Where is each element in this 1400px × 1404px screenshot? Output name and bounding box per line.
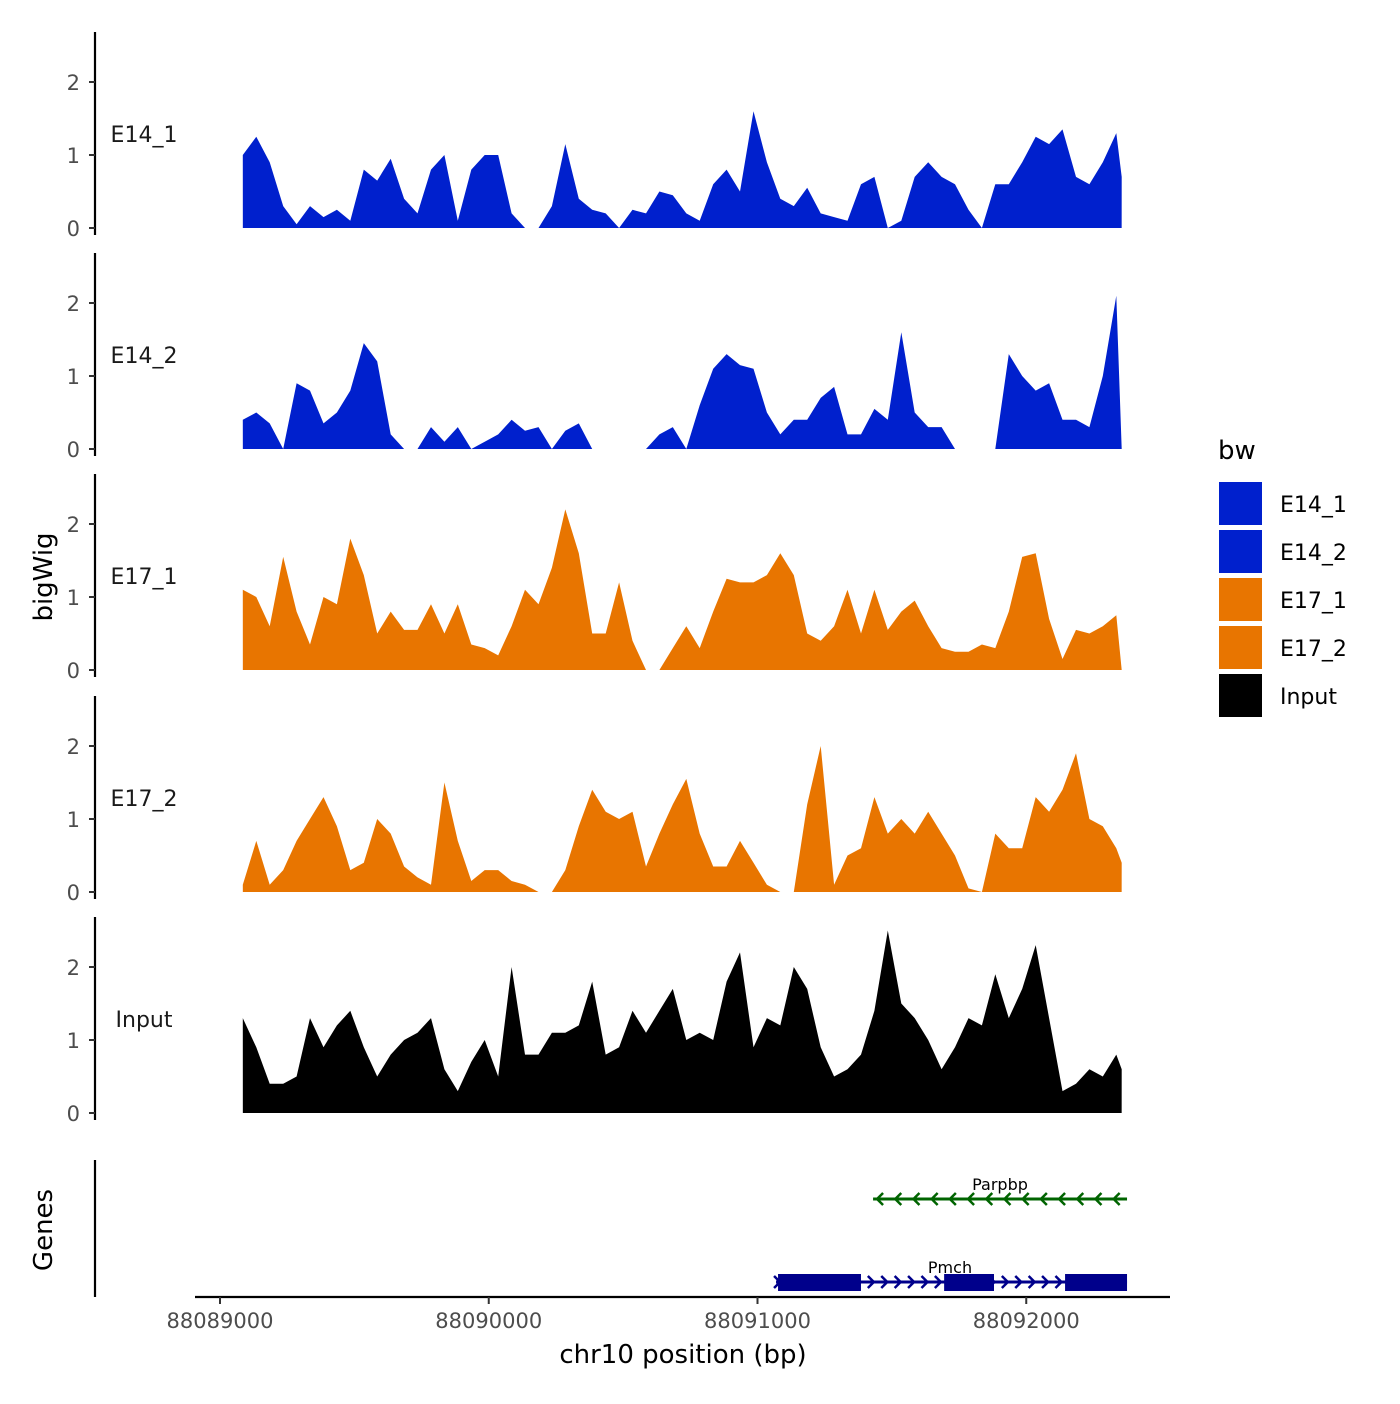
gene-pmch: Pmch	[773, 1258, 1128, 1291]
arrow-right-icon	[893, 1275, 903, 1289]
arrow-right-icon	[866, 1275, 876, 1289]
arrow-left-icon	[929, 1192, 939, 1206]
arrow-left-icon	[893, 1192, 903, 1206]
track-label: E17_1	[111, 565, 178, 590]
legend-label: E14_1	[1280, 493, 1347, 518]
track-panel-e17_2: 0 1 2 E17_2	[67, 696, 1122, 905]
y-tick-label: 0	[67, 659, 80, 683]
genes-track: Parpbp Pmch	[93, 1160, 1128, 1297]
x-tick-label: 88089000	[167, 1309, 274, 1333]
y-tick-label: 0	[67, 438, 80, 462]
legend-key-input	[1217, 672, 1264, 719]
y-axis-title: bigWig	[29, 532, 59, 621]
genes-axis-title: Genes	[29, 1189, 59, 1271]
exon-block	[1065, 1274, 1128, 1291]
arrow-right-icon	[1027, 1275, 1037, 1289]
arrow-left-icon	[1020, 1192, 1030, 1206]
signal-area-e17_1	[242, 509, 1122, 670]
arrow-right-icon	[933, 1275, 943, 1289]
track-label: E14_1	[111, 123, 178, 148]
arrow-right-icon	[880, 1275, 890, 1289]
gene-label: Parpbp	[972, 1175, 1028, 1194]
y-tick-label: 0	[67, 1102, 80, 1126]
gene-parpbp: Parpbp	[873, 1175, 1128, 1206]
arrow-right-icon	[1041, 1275, 1050, 1289]
signal-area-input	[242, 930, 1122, 1113]
y-tick-label: 1	[67, 365, 80, 389]
legend: bw E14_1 E14_2 E17_1 E17_2 Input	[1217, 436, 1347, 719]
arrow-left-icon	[1039, 1192, 1048, 1206]
y-tick-label: 1	[67, 586, 80, 610]
arrow-left-icon	[966, 1192, 975, 1206]
y-tick-label: 2	[67, 292, 80, 316]
legend-label: E17_2	[1280, 637, 1347, 662]
legend-key-e14_2	[1217, 528, 1264, 575]
x-axis-title: chr10 position (bp)	[559, 1340, 806, 1370]
track-panel-e14_2: 0 1 2 E14_2	[67, 253, 1122, 462]
track-label: E14_2	[111, 344, 178, 369]
y-tick-label: 1	[67, 808, 80, 832]
y-tick-label: 1	[67, 1029, 80, 1053]
x-tick-label: 88092000	[973, 1309, 1080, 1333]
track-label: E17_2	[111, 787, 178, 812]
arrow-right-icon	[907, 1275, 916, 1289]
arrow-left-icon	[875, 1192, 884, 1206]
legend-title: bw	[1218, 436, 1256, 466]
y-tick-label: 0	[67, 217, 80, 241]
exon-block	[944, 1274, 994, 1291]
x-tick-label: 88090000	[435, 1309, 542, 1333]
arrow-left-icon	[911, 1192, 921, 1206]
y-tick-label: 2	[67, 513, 80, 537]
signal-area-e14_1	[242, 111, 1122, 228]
arrow-right-icon	[1054, 1275, 1064, 1289]
exon-block	[778, 1274, 861, 1291]
track-panel-e14_1: 0 1 2 E14_1	[67, 32, 1122, 241]
arrow-right-icon	[1014, 1275, 1024, 1289]
legend-label: Input	[1280, 685, 1337, 710]
signal-area-e17_2	[242, 746, 1122, 892]
y-tick-label: 0	[67, 881, 80, 905]
track-panels: 0 1 2 E14_1 0 1 2 E14_2 0 1 2 E17_1 0 1 2 E17_2 0 1 2 Input	[67, 32, 1122, 1126]
gene-label: Pmch	[928, 1258, 972, 1277]
legend-label: E14_2	[1280, 541, 1347, 566]
arrow-left-icon	[948, 1192, 957, 1206]
y-tick-label: 1	[67, 144, 80, 168]
x-tick-label: 88091000	[704, 1309, 811, 1333]
track-label: Input	[116, 1008, 173, 1033]
y-tick-label: 2	[67, 735, 80, 759]
arrow-left-icon	[1057, 1192, 1066, 1206]
legend-key-e17_2	[1217, 624, 1264, 671]
arrow-left-icon	[984, 1192, 994, 1206]
legend-key-e14_1	[1217, 480, 1264, 527]
track-panel-e17_1: 0 1 2 E17_1	[67, 474, 1122, 683]
arrow-right-icon	[920, 1275, 930, 1289]
arrow-left-icon	[1075, 1192, 1085, 1206]
y-tick-label: 2	[67, 71, 80, 95]
arrow-left-icon	[1111, 1192, 1121, 1206]
arrow-right-icon	[1000, 1275, 1010, 1289]
signal-area-e14_2	[242, 295, 1122, 449]
track-panel-input: 0 1 2 Input	[67, 917, 1122, 1126]
y-tick-label: 2	[67, 956, 80, 980]
legend-label: E17_1	[1280, 589, 1347, 614]
arrow-left-icon	[1002, 1192, 1012, 1206]
legend-key-e17_1	[1217, 576, 1264, 623]
arrow-left-icon	[1093, 1192, 1103, 1206]
x-axis: 88089000 88090000 88091000 88092000	[167, 1295, 1170, 1333]
